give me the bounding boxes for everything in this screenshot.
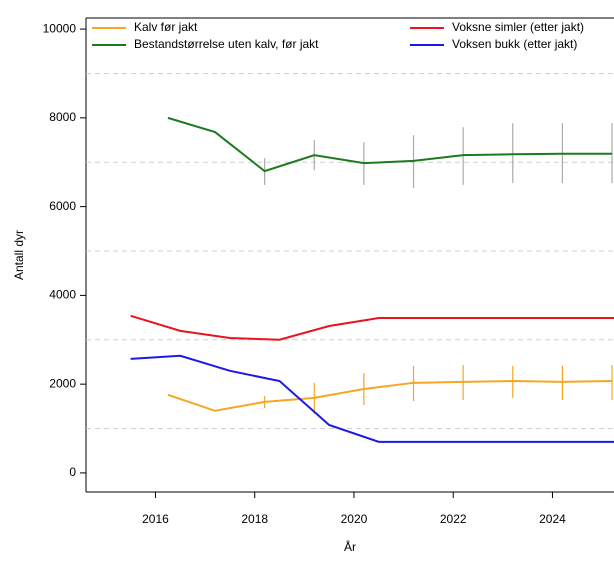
legend-label: Voksen bukk (etter jakt) — [452, 37, 577, 51]
y-tick-label: 0 — [69, 465, 76, 479]
y-tick-label: 6000 — [49, 199, 76, 213]
y-tick-label: 10000 — [43, 21, 77, 35]
x-tick-label: 2016 — [142, 512, 169, 526]
y-tick-label: 8000 — [49, 110, 76, 124]
x-tick-label: 2024 — [539, 512, 566, 526]
legend-label: Kalv før jakt — [134, 20, 198, 34]
series-line — [167, 116, 613, 173]
x-tick-label: 2018 — [241, 512, 268, 526]
series-line — [167, 380, 613, 412]
y-tick-label: 2000 — [49, 376, 76, 390]
x-axis-label: År — [344, 539, 356, 554]
y-axis-label: Antall dyr — [12, 230, 26, 280]
series-line — [130, 354, 614, 443]
plot-area — [86, 72, 614, 443]
legend-label: Voksne simler (etter jakt) — [452, 20, 584, 34]
series-line — [130, 314, 614, 341]
y-tick-label: 4000 — [49, 288, 76, 302]
legend-label: Bestandstørrelse uten kalv, før jakt — [134, 37, 319, 51]
x-tick-label: 2022 — [440, 512, 467, 526]
x-tick-label: 2020 — [341, 512, 368, 526]
